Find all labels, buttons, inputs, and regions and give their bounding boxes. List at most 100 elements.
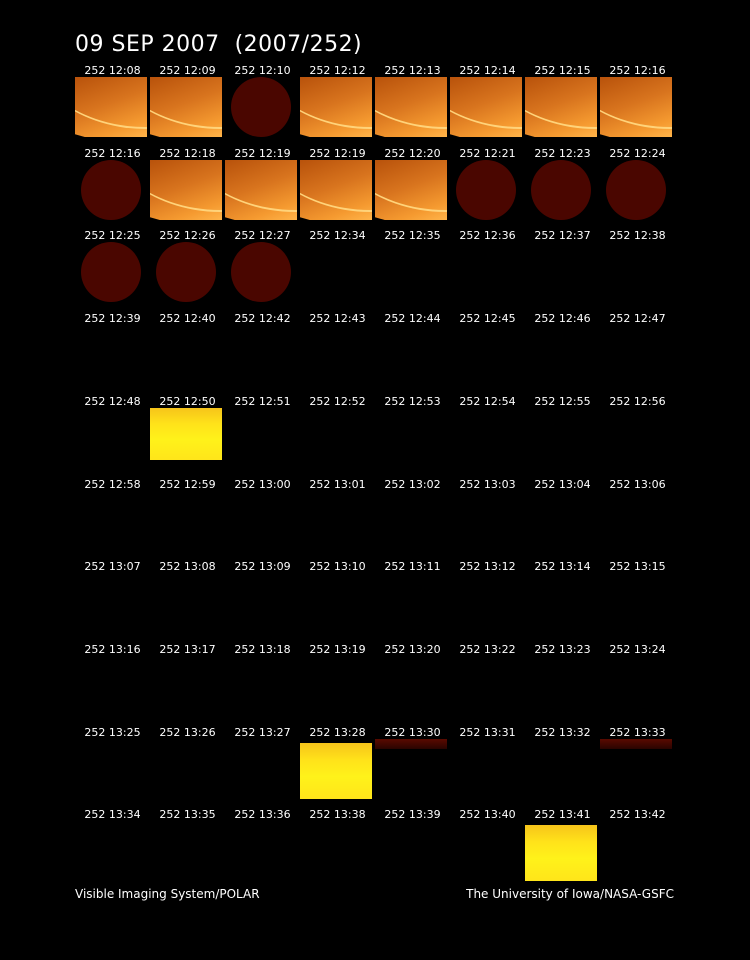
- frame-image-disk: [600, 159, 672, 220]
- frame-timestamp: 252 12:35: [384, 229, 441, 243]
- frame-cell: 252 13:27: [225, 726, 300, 810]
- frame-cell: 252 12:56: [600, 394, 675, 479]
- frame-timestamp: 252 12:36: [459, 229, 516, 243]
- frame-timestamp: 252 13:00: [234, 477, 291, 491]
- frame-image-earth: [225, 159, 297, 220]
- frame-cell: 252 13:33: [600, 725, 675, 810]
- frame-timestamp: 252 13:15: [609, 560, 666, 574]
- frame-timestamp: 252 13:23: [534, 642, 591, 656]
- frame-cell: 252 12:26: [150, 230, 225, 313]
- frame-cell: 252 12:39: [75, 313, 150, 396]
- frame-cell: 252 12:54: [450, 394, 525, 479]
- frame-timestamp: 252 13:06: [609, 477, 666, 491]
- frame-cell: 252 12:43: [300, 313, 375, 396]
- frame-timestamp: 252 13:33: [609, 725, 666, 739]
- frame-cell: 252 13:31: [450, 725, 525, 810]
- frame-cell: 252 12:20: [375, 147, 450, 231]
- frame-cell: 252 12:42: [225, 313, 300, 396]
- frame-cell: 252 13:30: [375, 725, 450, 810]
- frame-timestamp: 252 12:40: [159, 312, 216, 326]
- frame-cell: 252 13:12: [450, 561, 525, 644]
- frame-cell: 252 12:58: [75, 478, 150, 562]
- frame-image-disk: [450, 159, 522, 220]
- frame-timestamp: 252 13:09: [234, 560, 291, 574]
- frame-cell: 252 13:09: [225, 561, 300, 644]
- frame-cell: 252 13:35: [150, 809, 225, 892]
- frame-cell: 252 13:39: [375, 809, 450, 892]
- frame-timestamp: 252 13:12: [459, 560, 516, 574]
- frame-image-earth: [300, 159, 372, 220]
- frame-cell: 252 13:32: [525, 726, 600, 810]
- frame-timestamp: 252 13:35: [159, 808, 216, 822]
- frame-cell: 252 12:13: [375, 65, 450, 148]
- frame-timestamp: 252 13:02: [384, 477, 441, 491]
- frame-cell: 252 13:11: [375, 561, 450, 644]
- frame-timestamp: 252 12:51: [234, 394, 291, 408]
- frame-image-earth: [375, 77, 447, 137]
- frame-cell: 252 13:03: [450, 477, 525, 562]
- frame-cell: 252 12:10: [225, 65, 300, 148]
- frame-image-earth: [375, 159, 447, 220]
- frame-timestamp: 252 12:52: [309, 394, 366, 408]
- frame-cell: 252 12:24: [600, 147, 675, 231]
- frame-timestamp: 252 13:14: [534, 560, 591, 574]
- frame-image-disk: [150, 242, 222, 303]
- frame-timestamp: 252 12:27: [234, 229, 291, 243]
- frame-cell: 252 13:15: [600, 561, 675, 644]
- frame-timestamp: 252 12:14: [459, 64, 516, 77]
- frame-timestamp: 252 12:16: [609, 64, 666, 77]
- frame-cell: 252 13:36: [225, 809, 300, 892]
- frame-timestamp: 252 12:44: [384, 312, 441, 326]
- frame-timestamp: 252 13:34: [84, 808, 141, 822]
- frame-timestamp: 252 13:24: [609, 642, 666, 656]
- frame-timestamp: 252 13:04: [534, 477, 591, 491]
- frame-timestamp: 252 12:23: [534, 146, 591, 160]
- frame-timestamp: 252 12:54: [459, 394, 516, 408]
- frame-image-earth: [150, 77, 222, 137]
- frame-cell: 252 12:21: [450, 147, 525, 231]
- frame-image-yellow-full: [300, 742, 372, 799]
- frame-timestamp: 252 12:43: [309, 312, 366, 326]
- frame-cell: 252 13:24: [600, 642, 675, 727]
- frame-timestamp: 252 12:46: [534, 312, 591, 326]
- frame-cell: 252 12:35: [375, 230, 450, 313]
- frame-cell: 252 12:09: [150, 65, 225, 148]
- frame-timestamp: 252 13:30: [384, 725, 441, 739]
- frame-cell: 252 12:14: [450, 65, 525, 148]
- frame-timestamp: 252 12:15: [534, 64, 591, 77]
- frame-cell: 252 12:45: [450, 313, 525, 396]
- frame-cell: 252 12:55: [525, 395, 600, 479]
- frame-cell: 252 12:19: [225, 147, 300, 231]
- frame-image-disk: [225, 242, 297, 303]
- frame-cell: 252 13:40: [450, 809, 525, 892]
- frame-timestamp: 252 12:38: [609, 229, 666, 243]
- frame-image-disk: [75, 242, 147, 303]
- frame-image-disk: [225, 77, 297, 137]
- frame-timestamp: 252 12:47: [609, 312, 666, 326]
- frame-cell: 252 13:28: [300, 725, 375, 810]
- frame-cell: 252 13:02: [375, 477, 450, 562]
- frame-cell: 252 13:10: [300, 561, 375, 644]
- frame-timestamp: 252 13:03: [459, 477, 516, 491]
- frame-timestamp: 252 13:39: [384, 808, 441, 822]
- frame-timestamp: 252 13:31: [459, 725, 516, 739]
- frame-cell: 252 13:08: [150, 561, 225, 644]
- frame-cell: 252 13:18: [225, 643, 300, 727]
- frame-cell: 252 12:25: [75, 230, 150, 313]
- frame-timestamp: 252 12:56: [609, 394, 666, 408]
- frame-timestamp: 252 12:26: [159, 229, 216, 243]
- frame-image-earth: [300, 77, 372, 137]
- frame-timestamp: 252 12:08: [84, 64, 141, 77]
- frame-timestamp: 252 13:28: [309, 725, 366, 739]
- frame-cell: 252 13:06: [600, 477, 675, 562]
- frame-cell: 252 13:07: [75, 561, 150, 644]
- frame-cell: 252 12:51: [225, 394, 300, 479]
- frame-timestamp: 252 12:34: [309, 229, 366, 243]
- frame-timestamp: 252 13:08: [159, 560, 216, 574]
- frame-timestamp: 252 12:25: [84, 229, 141, 243]
- frame-timestamp: 252 13:17: [159, 642, 216, 656]
- frame-cell: 252 12:19: [300, 147, 375, 231]
- frame-timestamp: 252 12:59: [159, 477, 216, 491]
- frame-timestamp: 252 13:41: [534, 808, 591, 822]
